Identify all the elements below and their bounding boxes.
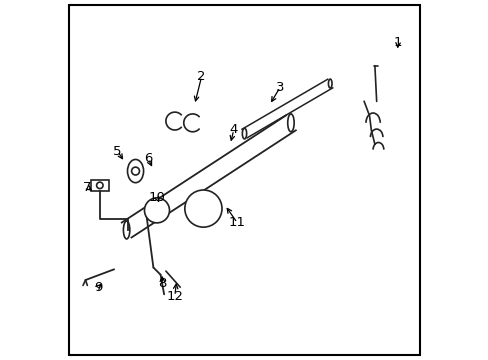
Ellipse shape [193,195,213,222]
Ellipse shape [242,128,246,139]
Text: 6: 6 [143,152,152,165]
Text: 12: 12 [166,289,183,303]
Text: 10: 10 [148,192,165,204]
Polygon shape [91,180,108,191]
Ellipse shape [328,79,331,88]
Ellipse shape [127,159,143,183]
Text: 4: 4 [229,123,238,136]
Ellipse shape [146,199,167,222]
Text: 2: 2 [197,70,205,83]
Ellipse shape [187,192,219,225]
Ellipse shape [97,182,103,189]
Ellipse shape [144,198,169,223]
Text: 7: 7 [83,181,91,194]
Text: 3: 3 [275,81,284,94]
Text: 5: 5 [113,145,122,158]
Text: 9: 9 [94,281,102,294]
Text: 11: 11 [228,216,245,229]
Text: 8: 8 [158,277,166,290]
Ellipse shape [123,221,130,239]
Text: 1: 1 [393,36,402,49]
Ellipse shape [287,114,294,132]
Ellipse shape [190,194,216,224]
Ellipse shape [184,190,222,227]
Ellipse shape [148,201,165,220]
